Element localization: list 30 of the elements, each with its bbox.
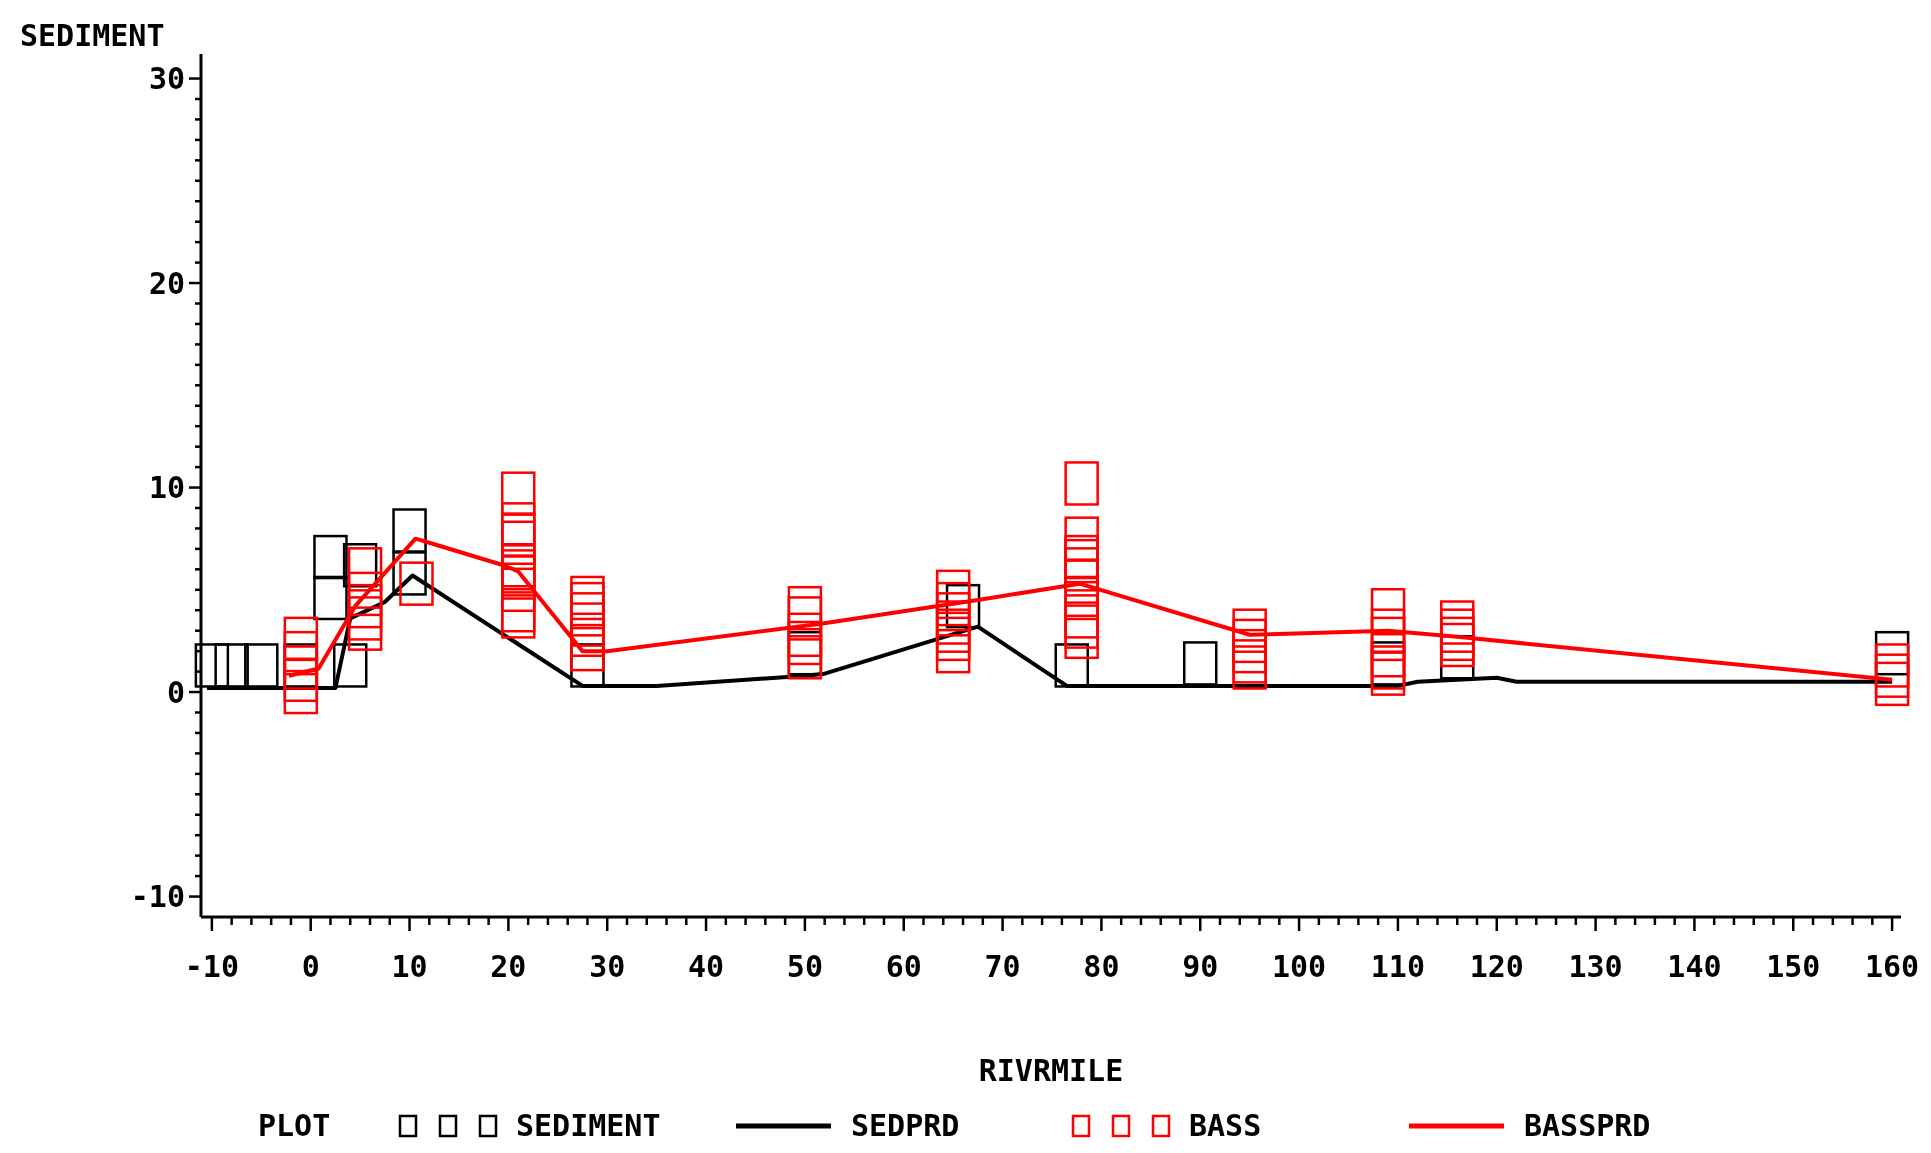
x-tick-label: 20 [490,949,527,984]
x-tick-label: 30 [589,949,626,984]
x-tick-label: 10 [391,949,428,984]
x-tick-label: 90 [1182,949,1219,984]
legend-label: BASSPRD [1524,1108,1651,1143]
x-axis-title: RIVRMILE [978,1053,1124,1088]
y-tick-label: 10 [148,470,185,506]
x-tick-label: 120 [1469,949,1524,984]
y-tick-label: 30 [148,61,185,97]
x-tick-label: 130 [1568,949,1623,984]
x-tick-label: 40 [688,949,725,984]
x-tick-label: 160 [1865,949,1920,984]
x-tick-label: 110 [1370,949,1426,984]
y-tick-label: -10 [130,879,185,915]
x-tick-label: 80 [1083,949,1120,984]
x-tick-label: 60 [885,949,922,984]
legend-title: PLOT [258,1108,331,1143]
y-axis-title: SEDIMENT [20,18,165,53]
x-tick-label: -10 [184,949,239,984]
legend-label: SEDPRD [851,1108,960,1143]
x-tick-label: 140 [1667,949,1722,984]
legend-label: SEDIMENT [516,1108,661,1143]
y-tick-label: 0 [166,674,185,710]
y-tick-label: 20 [148,265,185,301]
x-tick-label: 0 [301,949,320,984]
x-tick-label: 70 [984,949,1021,984]
x-tick-label: 100 [1271,949,1327,984]
x-tick-label: 150 [1766,949,1821,984]
legend-label: BASS [1189,1108,1262,1143]
x-tick-label: 50 [786,949,823,984]
